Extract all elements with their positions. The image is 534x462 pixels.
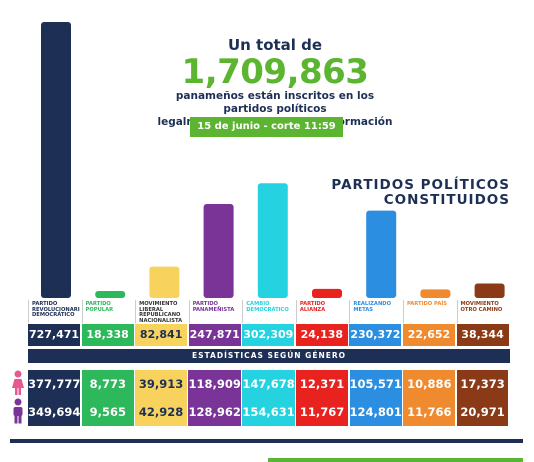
party-totals-row: 727,471 18,338 82,841 247,871 302,309 24,138 2… — [28, 324, 510, 346]
male-row: 349,694 9,565 42,928 128,962 154,631 11,767 12… — [28, 398, 510, 426]
gender-section-title: ESTADÍSTICAS SEGÚN GÉNERO — [28, 349, 510, 363]
bar-chart — [41, 22, 505, 298]
male-value-3: 128,962 — [188, 398, 241, 426]
party-total-4: 302,309 — [242, 324, 295, 346]
headline: Un total de 1,709,863 panameños están in… — [150, 36, 400, 129]
man-icon — [13, 398, 23, 424]
bar-1 — [95, 291, 126, 298]
party-total-3: 247,871 — [188, 324, 241, 346]
party-name-2: MOVIMIENTO LIBERAL REPUBLICANO NACIONALI… — [135, 300, 187, 323]
date-badge: 15 de junio - corte 11:59 p.m. — [190, 117, 343, 152]
male-value-4: 154,631 — [242, 398, 295, 426]
party-name-7: PARTIDO PAÍS — [402, 300, 455, 323]
party-names-row: PARTIDO REVOLUCIONARIO DEMOCRÁTICO PARTID… — [28, 300, 510, 323]
female-value-6: 105,571 — [349, 370, 402, 398]
bar-5 — [312, 288, 342, 298]
party-total-1: 18,338 — [81, 324, 134, 346]
bar-6 — [366, 210, 397, 298]
bar-0 — [41, 22, 71, 298]
party-name-3: PARTIDO PANAMEÑISTA — [188, 300, 241, 323]
male-value-8: 20,971 — [456, 398, 509, 426]
female-value-8: 17,373 — [456, 370, 509, 398]
party-total-0: 727,471 — [28, 324, 81, 346]
male-value-0: 349,694 — [28, 398, 81, 426]
woman-icon — [12, 370, 24, 395]
party-total-8: 38,344 — [456, 324, 509, 346]
male-value-2: 42,928 — [135, 398, 187, 426]
party-name-0: PARTIDO REVOLUCIONARIO DEMOCRÁTICO — [28, 300, 80, 323]
female-value-4: 147,678 — [242, 370, 295, 398]
section-title: PARTIDOS POLÍTICOS CONSTITUIDOS — [320, 178, 510, 208]
footer-rule — [10, 439, 523, 443]
party-name-1: PARTIDO POPULAR — [81, 300, 134, 323]
male-value-1: 9,565 — [81, 398, 134, 426]
bar-2 — [149, 266, 180, 298]
bar-7 — [420, 289, 451, 298]
party-total-7: 22,652 — [402, 324, 455, 346]
party-total-2: 82,841 — [135, 324, 188, 346]
headline-desc-1: panameños están inscritos en los partido… — [175, 90, 375, 115]
female-row: 377,777 8,773 39,913 118,909 147,678 12,371 10… — [28, 370, 510, 398]
female-value-5: 12,371 — [296, 370, 349, 398]
section-title-line-1: PARTIDOS POLÍTICOS — [331, 177, 510, 193]
party-name-8: MOVIMIENTO OTRO CAMINO — [456, 300, 509, 323]
female-value-3: 118,909 — [188, 370, 241, 398]
footer-accent-rule — [268, 458, 523, 462]
female-value-2: 39,913 — [135, 370, 187, 398]
section-title-line-2: CONSTITUIDOS — [383, 192, 510, 208]
headline-pre: Un total de — [227, 36, 323, 54]
party-name-6: REALIZANDO METAS — [349, 300, 401, 323]
party-name-4: CAMBIO DEMOCRÁTICO — [242, 300, 294, 323]
party-name-5: PARTIDO ALIANZA — [295, 300, 348, 323]
female-value-7: 10,886 — [403, 370, 456, 398]
bar-4 — [257, 183, 288, 298]
party-total-5: 24,138 — [295, 324, 348, 346]
female-value-0: 377,777 — [28, 370, 81, 398]
headline-total: 1,709,863 — [181, 52, 369, 92]
male-value-7: 11,766 — [403, 398, 456, 426]
bar-8 — [474, 283, 505, 298]
party-total-6: 230,372 — [349, 324, 402, 346]
bar-3 — [203, 203, 234, 298]
male-value-6: 124,801 — [349, 398, 402, 426]
male-value-5: 11,767 — [296, 398, 349, 426]
female-value-1: 8,773 — [81, 370, 134, 398]
